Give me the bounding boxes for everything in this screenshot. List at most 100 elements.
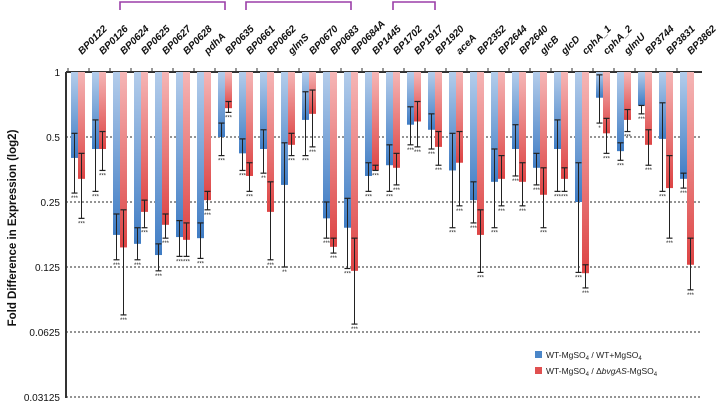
significance-label: ***	[218, 159, 226, 165]
bar	[603, 72, 610, 134]
significance-label: ***	[176, 259, 184, 265]
y-tick-label: 0.5	[46, 133, 60, 144]
y-tick-label: 0.125	[35, 263, 60, 274]
bar	[638, 72, 645, 106]
significance-label: ***	[225, 115, 233, 121]
significance-label: ***	[162, 241, 170, 247]
legend-label-1: WT-MgSO4 / WT+MgSO4	[546, 350, 642, 362]
bars: ********************************* *** ****…	[71, 72, 695, 333]
bar	[351, 72, 358, 271]
significance-label: ***	[624, 135, 632, 141]
significance-label: ***	[533, 188, 541, 194]
bar	[71, 72, 78, 158]
legend-swatch-red	[535, 367, 542, 374]
bar	[183, 72, 190, 240]
bar	[666, 72, 673, 189]
significance-label: ***	[246, 194, 254, 200]
significance-label: ***	[645, 168, 653, 174]
bar	[561, 72, 568, 179]
significance-label: ***	[155, 274, 163, 280]
significance-label: ***	[603, 156, 611, 162]
significance-label: ***	[414, 150, 422, 156]
bar	[491, 72, 498, 182]
bar	[386, 72, 393, 166]
significance-label: ***	[239, 173, 247, 179]
significance-label: ***	[330, 256, 338, 262]
bar	[134, 72, 141, 244]
significance-label: ***	[197, 261, 205, 267]
significance-label: ***	[99, 173, 107, 179]
bar	[428, 72, 435, 130]
bar	[582, 72, 589, 274]
significance-label: ***	[309, 150, 317, 156]
bar	[449, 72, 456, 171]
significance-label: ***	[323, 241, 331, 247]
legend: WT-MgSO4 / WT+MgSO4 WT-MgSO4 / ΔbvgAS-Mg…	[535, 350, 658, 378]
bar	[393, 72, 400, 168]
bar	[246, 72, 253, 176]
bar	[176, 72, 183, 238]
significance-label: ***	[435, 168, 443, 174]
significance-label: ***	[449, 231, 457, 237]
significance-label: ***	[512, 179, 520, 185]
bar	[498, 72, 505, 179]
significance-label: ***	[372, 173, 380, 179]
significance-label: ***	[456, 209, 464, 215]
significance-label: ***	[92, 194, 100, 200]
bar	[414, 72, 421, 122]
significance-label: ***	[78, 221, 86, 227]
bar	[239, 72, 246, 154]
gene-group-brackets	[119, 1, 436, 10]
bar	[120, 72, 127, 248]
bar	[554, 72, 561, 149]
significance-label: ***	[575, 275, 583, 281]
significance-label: ***	[386, 194, 394, 200]
significance-label: ***	[561, 194, 569, 200]
significance-label: ***	[680, 191, 688, 197]
significance-label: ***	[393, 188, 401, 194]
x-tick-labels: BP0122BP0126BP0624BP0625BP0627BP0628pdhA…	[76, 19, 719, 58]
bar	[617, 72, 624, 152]
significance-label: ***	[120, 318, 128, 324]
y-tick-labels: 1 0.5 0.25 0.125 0.0625 0.03125	[24, 68, 61, 404]
significance-label: ***	[687, 293, 695, 299]
legend-swatch-blue	[535, 351, 542, 358]
bar	[323, 72, 330, 219]
group-bracket	[392, 1, 436, 10]
bar	[680, 72, 687, 179]
bar	[162, 72, 169, 225]
bar	[260, 72, 267, 149]
significance-label: ***	[659, 194, 667, 200]
bar	[197, 72, 204, 239]
bar	[267, 72, 274, 212]
significance-label: ***	[498, 209, 506, 215]
significance-label: ***	[477, 275, 485, 281]
significance-label: ***	[666, 241, 674, 247]
bar	[92, 72, 99, 149]
significance-label: ***	[617, 163, 625, 169]
bar	[575, 72, 582, 202]
significance-label: ***	[351, 327, 359, 333]
significance-label: **	[282, 270, 287, 276]
bar	[407, 72, 414, 125]
bar	[519, 72, 526, 182]
significance-label: *	[598, 126, 601, 132]
bar	[435, 72, 442, 147]
y-axis-label: Fold Difference in Expression (log2)	[7, 129, 19, 326]
y-tick-label: 0.25	[41, 198, 61, 209]
significance-label: ***	[519, 209, 527, 215]
significance-label: ***	[540, 231, 548, 237]
significance-label: ***	[407, 148, 415, 154]
bar	[624, 72, 631, 120]
significance-label: ***	[113, 263, 121, 269]
bar	[687, 72, 694, 265]
significance-label: ***	[344, 272, 352, 278]
significance-label: ***	[428, 152, 436, 158]
significance-label: ***	[470, 226, 478, 232]
bar	[512, 72, 519, 149]
bar	[456, 72, 463, 163]
y-tick-label: 1	[54, 68, 60, 79]
bar	[470, 72, 477, 201]
group-bracket	[245, 1, 352, 10]
bar	[155, 72, 162, 256]
